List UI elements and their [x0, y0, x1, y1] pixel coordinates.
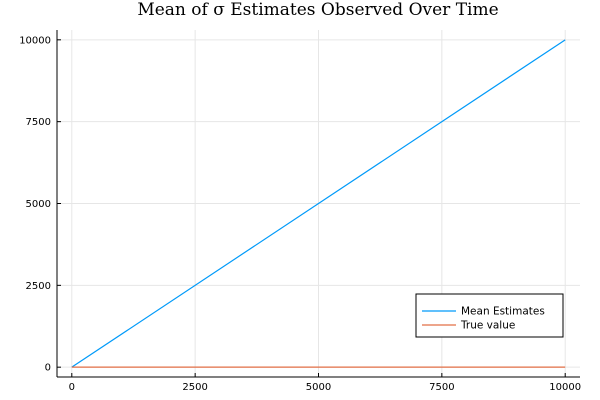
legend: Mean Estimates True value [415, 293, 564, 338]
legend-label-1: True value [460, 320, 515, 332]
axes [56, 30, 580, 378]
series-line-0 [71, 39, 566, 368]
x-tick-label-1: 2500 [182, 382, 207, 393]
tick-labels: 0 2500 5000 7500 10000 0 2500 5000 7500 10000 [19, 35, 581, 393]
y-tick-label-0: 0 [45, 363, 51, 374]
x-tick-label-4: 10000 [549, 382, 581, 393]
x-tick-label-0: 0 [69, 382, 75, 393]
series-lines [71, 39, 566, 368]
y-tick-label-1: 2500 [26, 281, 51, 292]
y-tick-label-2: 5000 [26, 199, 51, 210]
x-tick-label-3: 7500 [429, 382, 454, 393]
legend-label-0: Mean Estimates [461, 306, 545, 318]
y-tick-label-3: 7500 [26, 117, 51, 128]
y-tick-label-4: 10000 [19, 35, 51, 46]
x-tick-label-2: 5000 [306, 382, 331, 393]
chart-title: Mean of σ Estimates Observed Over Time [137, 0, 498, 20]
legend-box [415, 293, 564, 338]
